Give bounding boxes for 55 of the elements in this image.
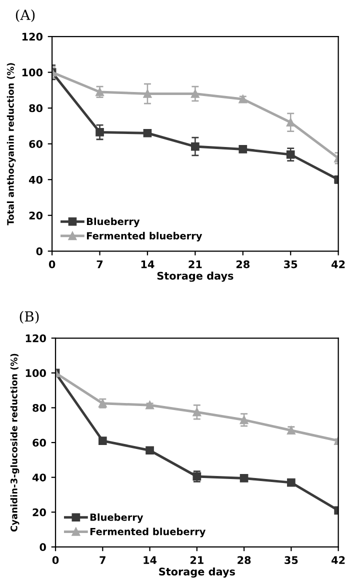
y-tick-label: 60: [29, 140, 43, 148]
point: [287, 426, 296, 435]
point: [96, 88, 104, 96]
point: [96, 128, 104, 136]
x-tick-label: 28: [236, 260, 250, 268]
point: [240, 474, 248, 482]
x-tick-label: 42: [332, 556, 345, 564]
x-axis-title: Storage days: [159, 567, 235, 578]
y-axis-title: Total anthocyanin reduction (%): [6, 63, 16, 226]
y-tick-label: 100: [22, 68, 43, 76]
point: [98, 436, 107, 445]
y-tick-label: 80: [32, 404, 46, 412]
y-tick-label: 20: [29, 212, 43, 220]
x-tick-label: 0: [52, 556, 59, 564]
x-tick-label: 42: [332, 260, 345, 268]
point: [238, 145, 248, 154]
point: [143, 128, 152, 138]
point: [286, 150, 295, 159]
y-tick-label: 100: [26, 369, 46, 378]
x-tick-label: 14: [141, 260, 154, 268]
x-axis-title: Storage days: [157, 272, 234, 282]
x-tick-label: 35: [284, 260, 298, 268]
x-tick-label: 0: [48, 260, 56, 268]
chart-title: (A): [16, 9, 35, 22]
x-tick-label: 7: [100, 556, 106, 564]
y-tick-label: 0: [40, 543, 46, 552]
legend-label: Fermented blueberry: [86, 232, 202, 242]
y-tick-label: 0: [36, 247, 43, 256]
chart-title: (B): [20, 310, 39, 324]
x-tick-label: 14: [144, 556, 157, 564]
x-tick-label: 21: [188, 260, 202, 268]
x-tick-label: 21: [190, 556, 204, 564]
x-tick-label: 35: [284, 556, 298, 564]
point: [287, 478, 296, 487]
y-tick-label: 120: [26, 334, 46, 342]
x-tick-label: 7: [96, 260, 103, 268]
point: [192, 408, 202, 416]
legend-label: Blueberry: [90, 513, 144, 523]
legend-label: Fermented blueberry: [90, 528, 206, 538]
y-tick-label: 20: [32, 508, 46, 516]
point: [191, 90, 200, 98]
y-tick-label: 40: [32, 474, 46, 482]
point: [286, 118, 295, 127]
y-tick-label: 80: [29, 104, 43, 112]
y-tick-label: 60: [32, 438, 46, 447]
legend-label: Blueberry: [86, 218, 140, 228]
x-tick-label: 28: [238, 556, 251, 564]
point: [143, 90, 152, 98]
point: [146, 446, 154, 455]
point: [240, 416, 248, 424]
point: [146, 400, 154, 410]
y-tick-label: 40: [28, 176, 43, 184]
point: [191, 142, 200, 151]
y-tick-label: 120: [22, 32, 43, 41]
y-axis-title: Cyanidin-3-glucoside reduction (%): [10, 354, 20, 532]
